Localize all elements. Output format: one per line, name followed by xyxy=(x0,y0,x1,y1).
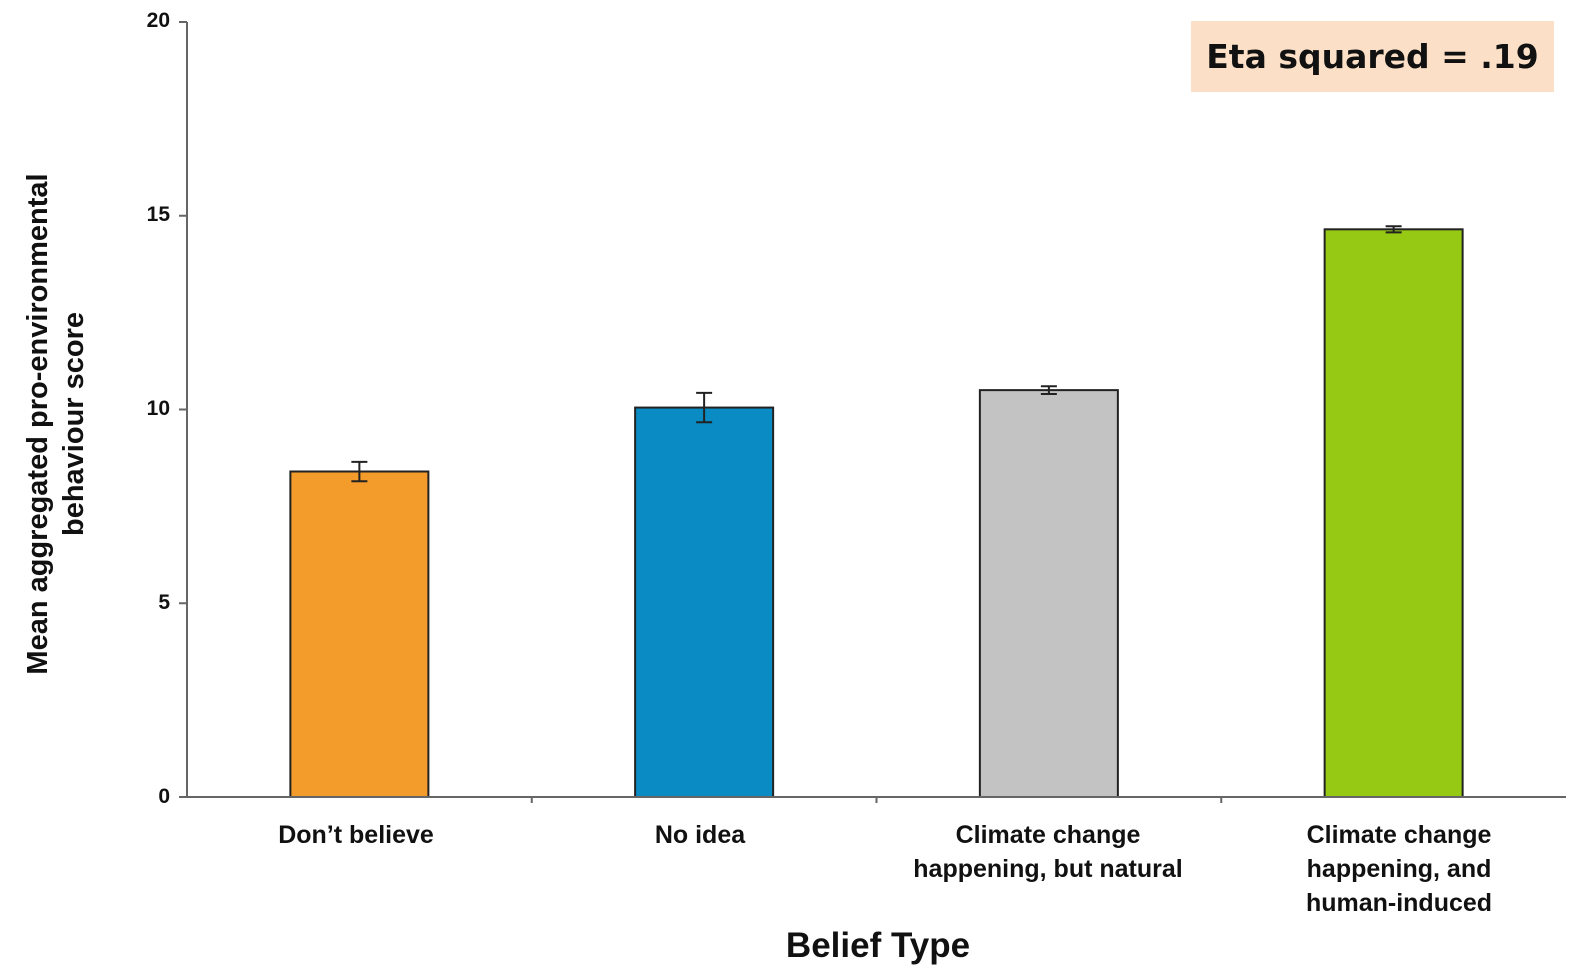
error-bars-group xyxy=(351,225,1402,483)
bar xyxy=(978,389,1119,798)
y-tick-label: 0 xyxy=(158,785,170,808)
x-axis-label: Belief Type xyxy=(785,926,971,965)
bar xyxy=(289,470,430,798)
bar xyxy=(634,406,775,798)
y-tick-label: 15 xyxy=(146,203,170,226)
y-tick-label: 5 xyxy=(158,591,170,614)
eta-squared-annotation: Eta squared = .19 xyxy=(1191,21,1554,92)
category-label: Climate change happening, and human-indu… xyxy=(1305,821,1493,917)
bars-group xyxy=(289,228,1464,798)
bar xyxy=(1323,228,1464,798)
y-tick-label: 20 xyxy=(146,9,170,32)
category-label: Don’t believe xyxy=(278,821,434,849)
y-tick-label: 10 xyxy=(146,397,170,420)
y-axis-label: Mean aggregated pro-environmental behavi… xyxy=(22,173,90,675)
category-label: Climate change happening, but natural xyxy=(913,821,1183,883)
y-tick-marks xyxy=(179,21,187,798)
x-tick-marks xyxy=(530,797,1223,803)
category-label: No idea xyxy=(654,821,746,849)
